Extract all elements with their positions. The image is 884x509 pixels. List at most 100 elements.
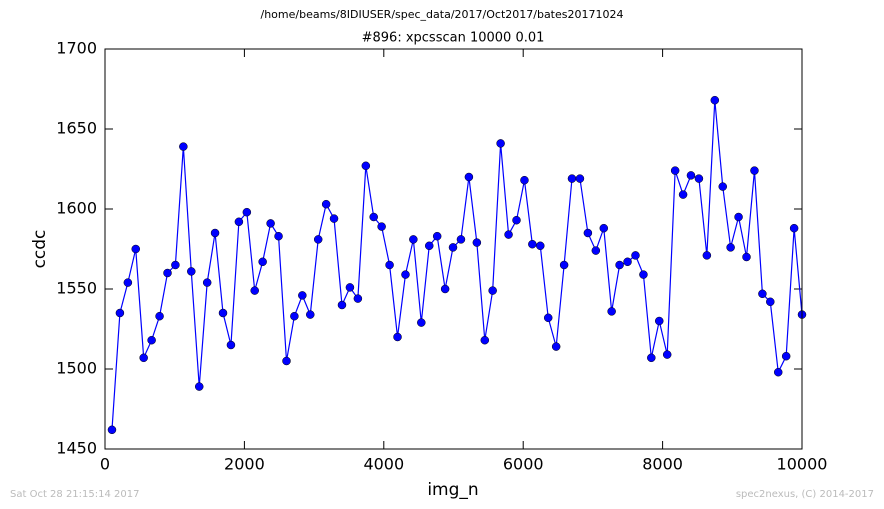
data-point [758,289,767,299]
y-axis-label: ccdc [30,230,50,269]
data-point [472,238,482,247]
data-point [686,171,696,180]
data-point [551,342,561,351]
data-point [440,284,450,294]
data-point [631,251,640,260]
data-point [567,174,577,183]
data-point [155,311,164,321]
data-point [329,214,339,223]
data-point [710,95,720,105]
data-point [726,243,735,252]
data-point [607,307,616,316]
data-point [718,182,728,191]
data-point [369,212,378,222]
data-point [766,297,775,307]
data-point [234,217,244,227]
data-point [123,278,133,287]
data-point [163,268,172,278]
data-point [647,353,656,363]
data-point [282,356,291,366]
data-point [401,270,410,279]
data-point [670,166,680,175]
data-point [480,335,490,345]
y-tick-label: 1600 [56,199,97,218]
x-tick-label: 4000 [363,455,404,474]
data-point [417,318,426,327]
data-point [353,294,363,303]
data-point [218,308,228,318]
y-tick-label: 1500 [56,359,97,378]
data-point [187,267,196,276]
data-point [131,244,140,254]
data-point [694,174,704,183]
data-point [250,286,259,295]
data-point [742,252,751,262]
data-point [591,246,601,255]
data-point [377,222,386,231]
data-point [210,228,220,238]
data-point [361,161,371,171]
data-point [258,257,267,267]
data-point [345,283,355,292]
data-point [750,166,759,175]
y-tick-label: 1450 [56,439,97,458]
y-tick-label: 1700 [56,39,97,58]
y-tick-label: 1550 [56,279,97,298]
data-point [202,278,212,287]
footer-left: Sat Oct 28 21:15:14 2017 [10,489,140,500]
data-point [274,231,283,241]
plot-frame [104,48,803,450]
x-axis-label: img_n [427,480,478,500]
chart-subtitle: #896: xpcsscan 10000 0.01 [362,31,545,46]
data-point [313,235,323,244]
data-point [306,310,315,319]
data-point [393,332,402,342]
data-point [424,241,434,251]
data-point [512,215,521,225]
data-point [773,367,783,377]
x-tick-label: 0 [100,455,110,474]
data-point [520,175,529,185]
data-point [179,142,188,151]
data-point [496,139,505,148]
data-point [575,174,585,183]
data-point [456,235,466,244]
data-point [789,223,799,233]
data-point [662,350,672,359]
data-point [536,241,545,251]
data-point [615,260,624,270]
data-point [781,351,791,361]
data-line [111,100,803,430]
data-point [432,231,442,241]
data-point [226,340,236,350]
data-point [385,260,394,270]
data-point [409,235,418,244]
data-point [147,335,156,345]
data-point [623,257,632,267]
data-point [559,260,569,270]
data-point [583,228,593,238]
data-point [321,199,331,209]
data-point [488,286,497,295]
data-point [528,239,537,249]
x-tick-label: 6000 [503,455,544,474]
data-point [337,300,347,310]
data-point [194,382,204,391]
x-tick-label: 10000 [777,455,828,474]
data-point [504,230,513,239]
data-point [115,308,125,318]
data-point [543,313,553,323]
x-tick-label: 2000 [224,455,265,474]
data-point [139,353,148,363]
data-point [464,172,474,182]
data-point [298,291,307,300]
data-point [655,316,664,326]
data-point [599,223,609,233]
data-point [702,251,712,260]
data-point [171,260,180,270]
data-point [448,243,458,252]
x-tick-label: 8000 [642,455,683,474]
data-point [107,425,117,435]
data-point [242,207,252,217]
